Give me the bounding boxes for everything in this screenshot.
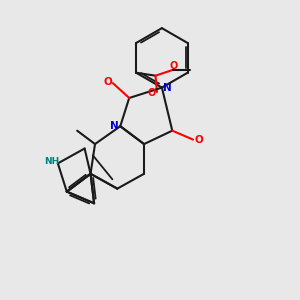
Text: O: O	[194, 136, 203, 146]
Text: N: N	[110, 121, 119, 131]
Text: N: N	[163, 82, 172, 93]
Text: O: O	[169, 61, 177, 71]
Text: O: O	[148, 88, 156, 98]
Text: NH: NH	[44, 158, 59, 166]
Text: O: O	[103, 76, 112, 87]
